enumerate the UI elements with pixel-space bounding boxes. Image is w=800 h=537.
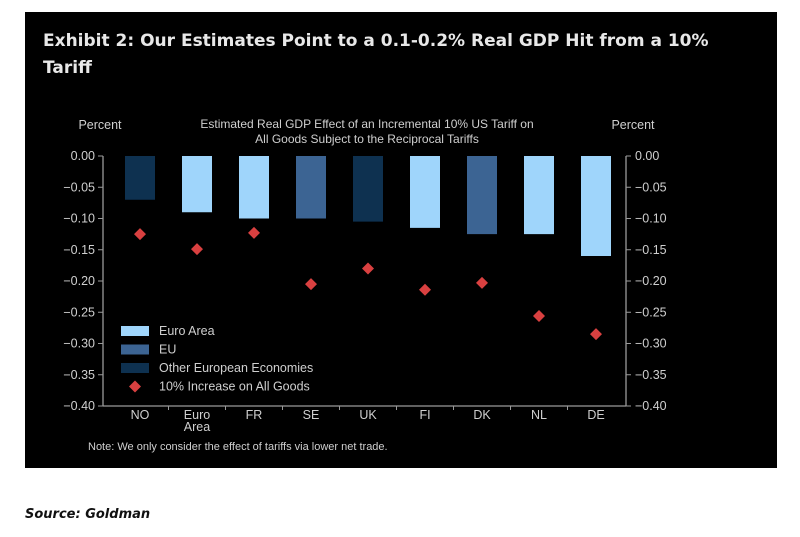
bar-euro-area [182,156,212,213]
chart-title-line-2: All Goods Subject to the Reciprocal Tari… [255,132,479,146]
y-tick-label-right: −0.20 [635,274,667,288]
y-tick-label-right: 0.00 [635,149,659,163]
diamond-marker-nl [533,310,545,322]
y-tick-label-right: −0.10 [635,212,667,226]
diamond-marker-dk [476,276,488,289]
bar-nl [524,156,554,235]
y-tick-label-left: 0.00 [71,149,95,163]
x-tick-label: DK [473,408,491,422]
y-tick-label-left: −0.40 [63,399,95,413]
legend-label: Other European Economies [159,361,313,375]
legend-diamond-icon [129,380,141,393]
bar-dk [467,156,497,235]
y-tick-label-left: −0.30 [63,337,95,351]
y-tick-label-right: −0.05 [635,180,667,194]
bar-se [296,156,326,219]
y-axis-label-left: Percent [78,118,122,132]
diamond-marker-fr [248,226,260,239]
legend-label: 10% Increase on All Goods [159,380,310,394]
x-tick-label: FI [419,408,430,422]
x-tick-label: UK [359,408,377,422]
legend-label: EU [159,343,176,357]
y-tick-label-left: −0.35 [63,368,95,382]
diamond-marker-no [134,228,146,241]
source-label: Source: Goldman [25,507,151,522]
x-tick-label: NO [131,408,150,422]
bar-fi [410,156,440,228]
y-tick-label-right: −0.15 [635,243,667,257]
x-tick-label: DE [587,408,604,422]
x-tick-label: Area [184,420,210,434]
x-tick-label: FR [246,408,263,422]
x-tick-label: Euro [184,408,210,422]
legend-swatch [121,344,149,355]
bar-no [125,156,155,200]
legend-swatch [121,363,149,373]
legend-label: Euro Area [159,324,215,338]
bar-uk [353,156,383,222]
bar-fr [239,156,269,219]
y-tick-label-right: −0.35 [635,368,667,382]
diamond-marker-se [305,278,317,291]
chart-title-line-1: Estimated Real GDP Effect of an Incremen… [200,117,533,131]
y-tick-label-left: −0.05 [63,180,95,194]
x-tick-label: SE [303,408,320,422]
diamond-marker-fi [419,283,431,296]
legend-swatch [121,326,149,336]
diamond-marker-euro-area [191,243,203,256]
x-tick-label: NL [531,408,547,422]
y-tick-label-right: −0.30 [635,337,667,351]
y-tick-label-left: −0.15 [63,243,95,257]
chart-panel [25,12,777,468]
y-tick-label-right: −0.25 [635,305,667,319]
y-tick-label-left: −0.25 [63,305,95,319]
exhibit-title: Exhibit 2: Our Estimates Point to a 0.1-… [43,31,709,78]
y-axis-label-right: Percent [611,118,655,132]
y-tick-label-left: −0.10 [63,212,95,226]
chart-note: Note: We only consider the effect of tar… [88,441,388,453]
diamond-marker-de [590,328,602,341]
y-tick-label-left: −0.20 [63,274,95,288]
bar-de [581,156,611,256]
y-tick-label-right: −0.40 [635,399,667,413]
diamond-marker-uk [362,262,374,275]
